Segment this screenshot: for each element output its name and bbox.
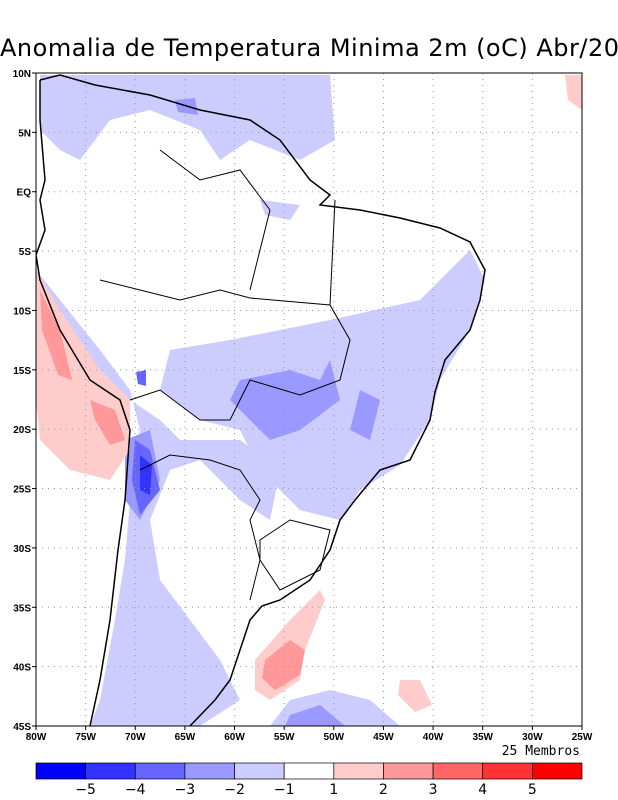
colorbar-swatch <box>234 762 285 780</box>
colorbar-swatch <box>184 762 235 780</box>
colorbar-swatch <box>482 762 533 780</box>
y-axis-ticks: 10N 5N EQ 5S 10S 15S 20S 25S 30S 35S 40S 45S <box>13 69 36 733</box>
colorbar-swatch <box>85 762 136 780</box>
x-tick-label: 75W <box>75 732 96 743</box>
colorbar-swatch <box>432 762 484 780</box>
colorbar-swatch <box>333 762 384 780</box>
y-tick-label: 5S <box>19 247 32 258</box>
x-tick-label: 35W <box>472 732 493 743</box>
y-tick-label: 15S <box>13 366 31 377</box>
colorbar-label: 4 <box>478 782 487 798</box>
x-tick-label: 50W <box>324 732 345 743</box>
coastline <box>36 74 486 726</box>
y-tick-label: 20S <box>13 425 31 436</box>
y-tick-label: 5N <box>18 128 31 139</box>
y-tick-label: 45S <box>13 722 31 733</box>
y-tick-label: 30S <box>13 544 31 555</box>
x-tick-label: 25W <box>572 732 593 743</box>
y-tick-label: EQ <box>17 188 32 199</box>
colorbar-swatch <box>35 762 86 780</box>
x-tick-label: 45W <box>373 732 394 743</box>
colorbar-label: −5 <box>75 782 96 798</box>
colorbar: −5 −4 −3 −2 −1 1 2 3 4 5 <box>35 762 583 798</box>
colorbar-label: −4 <box>125 782 146 798</box>
x-tick-label: 30W <box>522 732 543 743</box>
colorbar-label: 1 <box>329 782 338 798</box>
colorbar-swatch <box>383 762 434 780</box>
x-tick-label: 55W <box>274 732 295 743</box>
x-tick-label: 80W <box>26 732 47 743</box>
x-tick-label: 65W <box>175 732 196 743</box>
x-tick-label: 60W <box>224 732 245 743</box>
chart-title: Anomalia de Temperatura Minima 2m (oC) A… <box>0 34 618 62</box>
colorbar-label: 3 <box>429 782 438 798</box>
y-tick-label: 25S <box>13 485 31 496</box>
y-tick-label: 10S <box>13 306 31 317</box>
members-label: 25 Membros <box>501 744 580 759</box>
x-tick-label: 40W <box>423 732 444 743</box>
x-axis-ticks: 80W 75W 70W 65W 60W 55W 50W 45W 40W 35W 30W 25W <box>26 726 593 743</box>
colorbar-label: −3 <box>175 782 196 798</box>
colorbar-label: −2 <box>224 782 245 798</box>
colorbar-swatch <box>283 762 335 780</box>
colorbar-swatch <box>532 762 583 780</box>
colorbar-swatch <box>134 762 186 780</box>
anomaly-field <box>36 75 582 726</box>
colorbar-label: −1 <box>274 782 295 798</box>
colorbar-label: 2 <box>379 782 388 798</box>
y-tick-label: 35S <box>13 603 31 614</box>
x-tick-label: 70W <box>125 732 146 743</box>
anomaly-plus2-to-plus3 <box>40 290 305 690</box>
colorbar-label: 5 <box>528 782 537 798</box>
y-tick-label: 40S <box>13 663 31 674</box>
y-tick-label: 10N <box>13 69 31 80</box>
grid-lines <box>36 73 582 726</box>
map-frame <box>35 72 583 727</box>
